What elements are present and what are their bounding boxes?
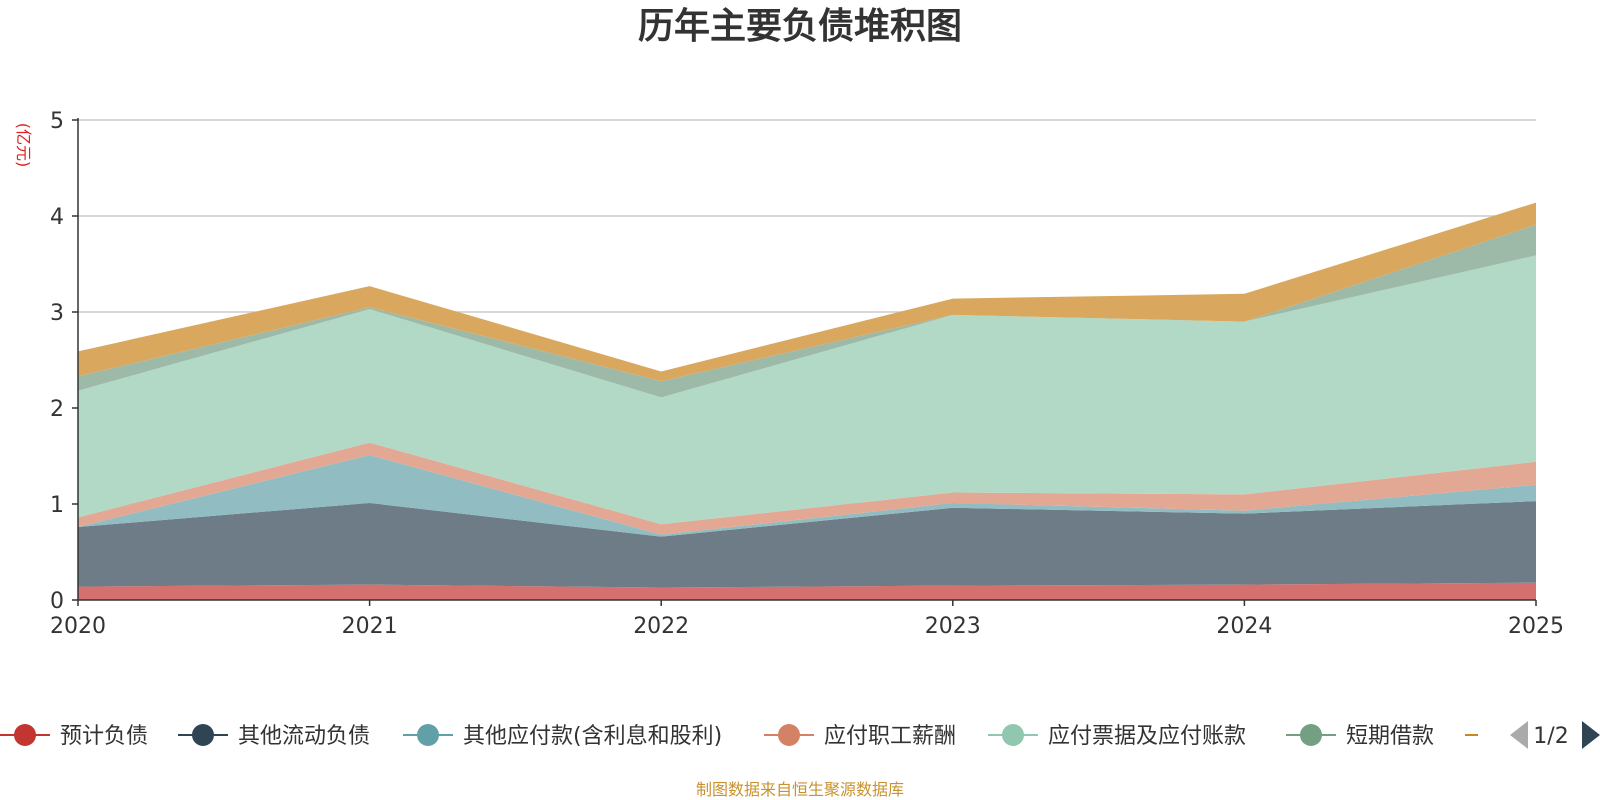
area-series bbox=[78, 202, 1536, 382]
legend-next-icon[interactable] bbox=[1582, 721, 1600, 749]
legend-marker bbox=[192, 724, 214, 746]
legend-marker bbox=[778, 724, 800, 746]
legend-label: 短期借款 bbox=[1346, 724, 1434, 749]
x-tick-label: 2025 bbox=[1508, 614, 1564, 639]
y-tick-label: 0 bbox=[50, 589, 64, 614]
area-series bbox=[78, 501, 1536, 588]
axes: 0 1 2 3 4 5 2020 2021 2022 2023 2024 2025 bbox=[50, 109, 1564, 639]
source-note: 制图数据来自恒生聚源数据库 bbox=[696, 780, 904, 799]
legend-pager: 1/2 bbox=[1510, 721, 1600, 749]
x-tick-label: 2020 bbox=[50, 614, 106, 639]
stacked-areas bbox=[78, 202, 1536, 600]
x-tick-label: 2023 bbox=[925, 614, 981, 639]
legend-marker bbox=[1002, 724, 1024, 746]
y-tick-label: 2 bbox=[50, 397, 64, 422]
legend: 预计负债 其他流动负债 其他应付款(含利息和股利) 应付职工薪酬 应付票据及应付账款 短期… bbox=[0, 715, 1600, 755]
legend-page-indicator: 1/2 bbox=[1533, 724, 1568, 749]
legend-item[interactable]: 应付票据及应付账款 bbox=[988, 724, 1246, 749]
area-series bbox=[78, 255, 1536, 525]
y-tick-label: 4 bbox=[50, 205, 64, 230]
y-tick-label: 1 bbox=[50, 493, 64, 518]
x-tick-label: 2024 bbox=[1216, 614, 1272, 639]
area-series bbox=[78, 582, 1536, 600]
legend-item[interactable]: 其他应付款(含利息和股利) bbox=[403, 724, 722, 749]
legend-item[interactable]: 预计负债 bbox=[0, 724, 148, 749]
x-tick-label: 2022 bbox=[633, 614, 689, 639]
legend-label: 应付职工薪酬 bbox=[824, 724, 956, 749]
y-tick-label: 5 bbox=[50, 109, 64, 134]
x-tick-label: 2021 bbox=[342, 614, 398, 639]
y-axis-unit: (亿元) bbox=[14, 123, 33, 168]
legend-marker bbox=[1300, 724, 1322, 746]
y-tick-label: 3 bbox=[50, 301, 64, 326]
area-series bbox=[78, 455, 1536, 537]
legend-label: 预计负债 bbox=[60, 724, 148, 749]
legend-item[interactable]: 其他流动负债 bbox=[178, 724, 370, 749]
legend-item[interactable]: 短期借款 bbox=[1286, 724, 1434, 749]
legend-prev-icon[interactable] bbox=[1510, 721, 1528, 749]
legend-label: 其他流动负债 bbox=[238, 724, 370, 749]
legend-item[interactable]: 应付职工薪酬 bbox=[764, 724, 956, 749]
legend-marker bbox=[14, 724, 36, 746]
legend-overflow-mask bbox=[1478, 715, 1600, 755]
chart-title: 历年主要负债堆积图 bbox=[638, 6, 962, 47]
legend-marker bbox=[417, 724, 439, 746]
area-series bbox=[78, 442, 1536, 535]
legend-label: 应付票据及应付账款 bbox=[1048, 724, 1246, 749]
legend-label: 其他应付款(含利息和股利) bbox=[463, 724, 722, 749]
